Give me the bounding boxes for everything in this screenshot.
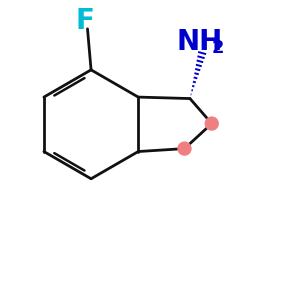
Text: NH: NH xyxy=(177,28,223,56)
Circle shape xyxy=(178,142,191,155)
Circle shape xyxy=(205,117,218,130)
Text: 2: 2 xyxy=(212,39,225,57)
Text: F: F xyxy=(76,7,94,34)
